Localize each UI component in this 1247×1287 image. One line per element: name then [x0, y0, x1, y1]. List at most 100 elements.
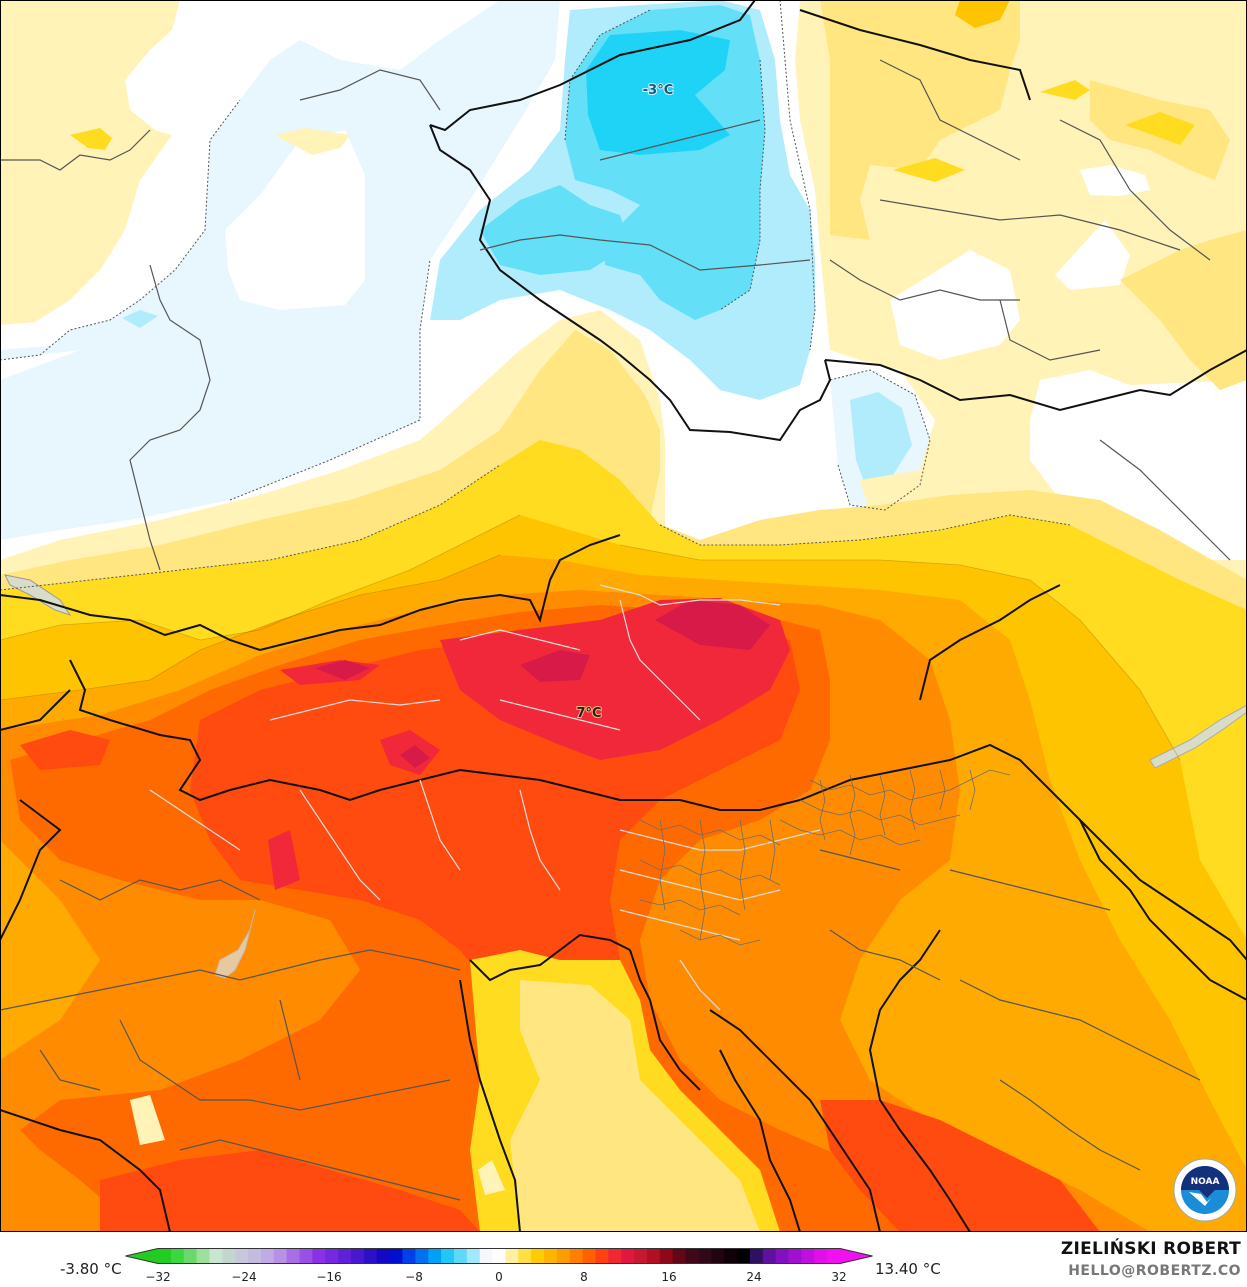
- colorbar-swatch: [492, 1248, 506, 1264]
- adriatic-light: [510, 980, 760, 1232]
- danube-river: [1149, 704, 1247, 769]
- white-pocket-2: [205, 0, 240, 60]
- colorbar-tick: −16: [316, 1270, 342, 1284]
- temperature-map: -3°C 7°C: [0, 0, 1247, 1232]
- colorbar-max-label: 13.40 °C: [875, 1260, 941, 1278]
- province-borders: [149, 584, 821, 1011]
- pale-patch-adriatic: [478, 1160, 505, 1195]
- author-email: HELLO@ROBERTZ.CO: [1068, 1263, 1241, 1279]
- noaa-logo: NOAA: [1173, 1158, 1237, 1222]
- crimson-zone-1: [655, 600, 770, 650]
- yellow-patch-ne-2: [1125, 112, 1195, 145]
- crimson-zone-2: [520, 650, 590, 682]
- colorbar-swatch: [646, 1248, 661, 1264]
- colorbar-tick: 8: [580, 1270, 588, 1284]
- colorbar-swatch: [621, 1248, 635, 1264]
- colorbar-swatch: [235, 1248, 249, 1264]
- colorbar-min-label: -3.80 °C: [60, 1260, 122, 1278]
- colorbar-swatch: [775, 1248, 790, 1264]
- red-orange-patch-w: [20, 730, 110, 770]
- crimson-zone-4: [400, 745, 430, 768]
- colorbar-swatch: [466, 1248, 481, 1264]
- colorbar-tick: 0: [495, 1270, 503, 1284]
- colorbar-swatch: [273, 1248, 288, 1264]
- isotherm-lines: [0, 514, 1181, 761]
- pale-yellow-patch: [275, 128, 350, 155]
- colorbar-tick: −24: [231, 1270, 257, 1284]
- colorbar-swatch: [544, 1248, 558, 1264]
- colorbar-swatch: [505, 1248, 519, 1264]
- colorbar-swatch: [248, 1248, 262, 1264]
- white-zone-ne-2: [1080, 165, 1150, 196]
- white-zone-ne-1: [890, 250, 1020, 360]
- crimson-zone-3: [315, 660, 370, 680]
- colorbar-swatch: [170, 1248, 185, 1264]
- colorbar: [125, 1248, 873, 1264]
- pale-yellow-zone-nw: [0, 0, 180, 325]
- colorbar-swatch: [814, 1248, 828, 1264]
- colorbar-swatch: [351, 1248, 365, 1264]
- colorbar-swatch: [711, 1248, 725, 1264]
- lake-garda: [214, 909, 256, 979]
- blue-patch-e: [850, 392, 912, 490]
- colorbar-swatch: [415, 1248, 429, 1264]
- author-credit: ZIELIŃSKI ROBERT: [1060, 1239, 1241, 1259]
- colorbar-tick: 32: [831, 1270, 847, 1284]
- white-zone-center: [665, 430, 810, 545]
- colorbar-swatch: [338, 1248, 352, 1264]
- colorbar-swatch: [737, 1248, 751, 1264]
- colorbar-ticks: −32 −24 −16 −8 0 8 16 24 32: [0, 1270, 1247, 1286]
- yellow-patch-ne-3: [893, 158, 965, 182]
- colorbar-swatch: [685, 1248, 699, 1264]
- colorbar-swatch: [376, 1248, 391, 1264]
- pale-patch-po: [130, 1095, 165, 1145]
- light-blue-patch-w: [122, 310, 158, 328]
- colorbar-swatch: [260, 1248, 275, 1264]
- colorbar-tick: 16: [661, 1270, 677, 1284]
- colorbar-swatch: [556, 1248, 571, 1264]
- colorbar-swatch: [762, 1248, 777, 1264]
- municipal-borders: [639, 769, 1011, 946]
- colorbar-swatch: [827, 1248, 841, 1264]
- colorbar-swatch: [299, 1248, 313, 1264]
- regional-borders: [0, 59, 1231, 1201]
- white-zone-ne-3: [1055, 220, 1130, 290]
- contour-label-7: 7°C: [576, 706, 601, 721]
- contour-label-min: -3°C: [643, 83, 673, 98]
- colorbar-swatch: [222, 1248, 236, 1264]
- colorbar-swatch: [441, 1248, 455, 1264]
- red-zone-4: [268, 830, 300, 890]
- colorbar-swatch: [428, 1248, 442, 1264]
- colorbar-swatch: [801, 1248, 815, 1264]
- noaa-logo-text: NOAA: [1191, 1177, 1220, 1187]
- colorbar-swatch: [453, 1248, 468, 1264]
- colorbar-swatch: [402, 1248, 416, 1264]
- colorbar-swatch: [531, 1248, 545, 1264]
- country-borders: [0, 0, 1247, 1232]
- colorbar-swatch: [518, 1248, 532, 1264]
- colorbar-swatch: [158, 1248, 172, 1264]
- red-orange-patch-sw: [100, 1150, 480, 1232]
- colorbar-max-arrow: [840, 1248, 873, 1264]
- colorbar-swatch: [183, 1248, 198, 1264]
- red-orange-patch-se: [820, 1100, 1100, 1232]
- colorbar-swatch: [698, 1248, 712, 1264]
- orange-patch-ne: [955, 0, 1010, 28]
- colorbar-swatch: [608, 1248, 622, 1264]
- mid-blue-zone-2: [480, 185, 630, 275]
- colorbar-swatch: [363, 1248, 378, 1264]
- colorbar-swatch: [659, 1248, 674, 1264]
- colorbar-swatch: [209, 1248, 223, 1264]
- colorbar-tick: 24: [746, 1270, 762, 1284]
- light-yellow-zone-e: [1120, 230, 1247, 390]
- colorbar-tick: −32: [145, 1270, 171, 1284]
- colorbar-swatch: [724, 1248, 738, 1264]
- colorbar-swatch: [196, 1248, 210, 1264]
- colorbar-tick: −8: [405, 1270, 423, 1284]
- colorbar-swatch: [286, 1248, 301, 1264]
- colorbar-swatch: [389, 1248, 403, 1264]
- colorbar-swatch: [479, 1248, 494, 1264]
- colorbar-swatch: [325, 1248, 339, 1264]
- colorbar-swatch: [634, 1248, 648, 1264]
- colorbar-swatch: [749, 1248, 764, 1264]
